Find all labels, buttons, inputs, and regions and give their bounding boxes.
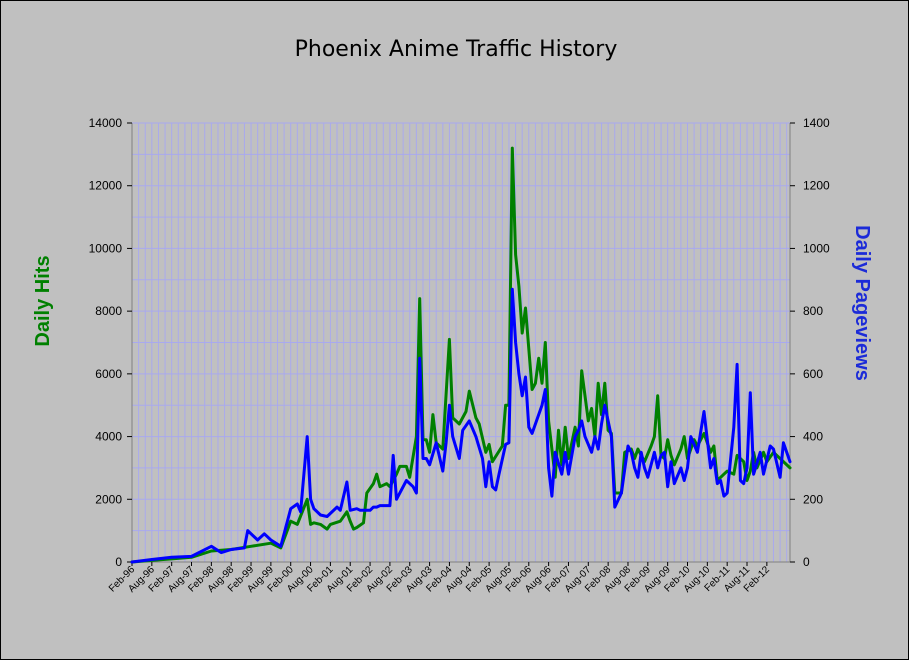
left-tick-label: 8000 <box>95 304 122 318</box>
left-tick-label: 12000 <box>89 179 123 193</box>
series-layer <box>130 146 792 564</box>
right-tick-label: 1200 <box>803 179 830 193</box>
left-tick-label: 6000 <box>95 367 122 381</box>
left-tick-label: 4000 <box>95 430 122 444</box>
right-axis: 0 200 400 600 800 1000 1200 1400 <box>790 116 830 569</box>
left-axis-label: Daily Hits <box>32 255 54 346</box>
right-tick-label: 0 <box>803 555 810 569</box>
chart-title: Phoenix Anime Traffic History <box>295 37 618 62</box>
left-tick-label: 0 <box>115 555 122 569</box>
right-axis-label: Daily Pageviews <box>851 225 873 381</box>
left-tick-label: 2000 <box>95 492 122 506</box>
right-tick-label: 1000 <box>803 241 830 255</box>
pageviews-series-line <box>130 287 792 564</box>
left-tick-label: 10000 <box>89 241 123 255</box>
right-tick-label: 400 <box>803 430 823 444</box>
left-axis: 0 2000 4000 6000 8000 10000 12000 14000 <box>89 116 132 569</box>
right-tick-label: 1400 <box>803 116 830 130</box>
grid <box>131 122 791 563</box>
x-axis: Feb-96Aug-96Feb-97Aug-97Feb-98Aug-98Feb-… <box>107 562 772 595</box>
right-tick-label: 800 <box>803 304 823 318</box>
right-tick-label: 200 <box>803 492 823 506</box>
left-tick-label: 14000 <box>89 116 123 130</box>
right-tick-label: 600 <box>803 367 823 381</box>
hits-series-line <box>130 146 792 564</box>
